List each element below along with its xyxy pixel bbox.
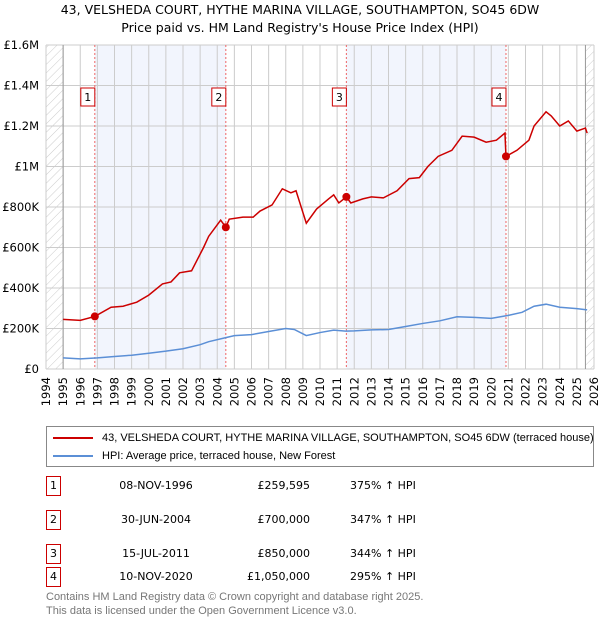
y-tick-label: £600K: [2, 241, 39, 255]
sale-price: £259,595: [257, 479, 311, 492]
x-tick-label: 2014: [382, 377, 396, 406]
x-tick-label: 2024: [553, 377, 567, 406]
x-tick-label: 2021: [501, 377, 515, 406]
sale-price: £1,050,000: [247, 570, 310, 583]
legend-red-line: [53, 437, 93, 439]
x-tick-label: 2004: [210, 377, 224, 406]
hpi-line: [63, 303, 588, 360]
x-tick-label: 2006: [245, 377, 259, 406]
x-tick-label: 1999: [125, 377, 139, 406]
x-tick-label: 2007: [262, 377, 276, 406]
sale-hpi: 347% ↑ HPI: [350, 513, 416, 526]
x-tick-label: 2012: [347, 377, 361, 406]
x-tick-label: 2009: [296, 377, 310, 406]
x-tick-label: 2011: [330, 377, 344, 406]
x-tick-label: 2013: [364, 377, 378, 406]
price-paid-line: [63, 110, 588, 322]
sale-row: 1 08-NOV-1996 £259,595 375% ↑ HPI: [46, 476, 600, 496]
sale-row: 4 10-NOV-2020 £1,050,000 295% ↑ HPI: [46, 567, 600, 587]
x-tick-label: 2001: [159, 377, 173, 406]
legend-label-property: 43, VELSHEDA COURT, HYTHE MARINA VILLAGE…: [102, 432, 594, 444]
y-tick-label: £1.4M: [3, 79, 39, 93]
sale-hpi: 295% ↑ HPI: [350, 570, 416, 583]
x-tick-label: 2019: [467, 377, 481, 406]
x-tick-label: 2015: [399, 377, 413, 406]
sale-label-box: [491, 87, 507, 107]
sale-price: £850,000: [257, 547, 311, 560]
sale-label: 3: [336, 91, 343, 104]
sale-date: 30-JUN-2004: [120, 513, 192, 526]
legend-label-hpi: HPI: Average price, terraced house, New …: [102, 450, 336, 462]
x-tick-label: 1994: [39, 377, 53, 406]
sale-row: 2 30-JUN-2004 £700,000 347% ↑ HPI: [46, 510, 600, 530]
sale-label: 4: [495, 91, 502, 104]
y-tick-label: £1.6M: [3, 38, 39, 52]
x-tick-label: 2000: [142, 377, 156, 406]
y-tick-label: £400K: [2, 281, 39, 295]
legend-blue-line: [53, 455, 93, 457]
sale-date: 15-JUL-2011: [122, 547, 190, 560]
sale-label-box: [211, 87, 227, 107]
y-tick-label: £1M: [14, 160, 39, 174]
x-tick-label: 2003: [193, 377, 207, 406]
x-tick-label: 2005: [227, 377, 241, 406]
x-tick-label: 2008: [279, 377, 293, 406]
footer-copyright: Contains HM Land Registry data © Crown c…: [46, 591, 424, 603]
y-tick-label: £800K: [2, 200, 39, 214]
sale-price: £700,000: [257, 513, 311, 526]
x-tick-label: 2017: [433, 377, 447, 406]
x-tick-label: 1998: [108, 377, 122, 406]
sale-point: [342, 192, 351, 201]
sale-label: 2: [215, 91, 222, 104]
sale-point: [501, 152, 510, 161]
sale-date: 08-NOV-1996: [119, 479, 193, 492]
x-tick-label: 1997: [90, 377, 104, 406]
x-tick-label: 2010: [313, 377, 327, 406]
sale-label-box: [331, 87, 347, 107]
x-tick-label: 1996: [73, 377, 87, 406]
chart-title: 43, VELSHEDA COURT, HYTHE MARINA VILLAGE…: [60, 2, 540, 17]
x-tick-label: 2020: [484, 377, 498, 406]
y-tick-label: £200K: [2, 322, 39, 336]
sale-point: [90, 312, 99, 321]
sale-point: [221, 223, 230, 232]
footer-licence: This data is licensed under the Open Gov…: [46, 605, 357, 617]
y-tick-label: £0: [24, 362, 39, 376]
x-tick-label: 2002: [176, 377, 190, 406]
sale-number: 4: [46, 567, 61, 587]
y-tick-label: £1.2M: [3, 119, 39, 133]
price-chart: 1994 1995 1996 1997 1998 1999 2000 2001 2002 2003…: [2, 38, 600, 406]
chart-subtitle: Price paid vs. HM Land Registry's House …: [121, 20, 479, 35]
sale-hpi: 344% ↑ HPI: [350, 547, 416, 560]
sale-date: 10-NOV-2020: [119, 570, 193, 583]
x-tick-label: 2026: [587, 377, 600, 406]
sale-number: 3: [46, 544, 61, 564]
sale-label-box: [80, 87, 96, 107]
sale-row: 3 15-JUL-2011 £850,000 344% ↑ HPI: [46, 544, 600, 564]
sale-label: 1: [84, 91, 91, 104]
x-tick-label: 2018: [450, 377, 464, 406]
x-tick-label: 2023: [536, 377, 550, 406]
x-tick-label: 2016: [416, 377, 430, 406]
x-tick-label: 2025: [570, 377, 584, 406]
x-tick-label: 1995: [56, 377, 70, 406]
sale-number: 1: [46, 476, 61, 496]
sale-number: 2: [46, 510, 61, 530]
x-tick-label: 2022: [519, 377, 533, 406]
sale-hpi: 375% ↑ HPI: [350, 479, 416, 492]
legend: 43, VELSHEDA COURT, HYTHE MARINA VILLAGE…: [46, 426, 594, 467]
